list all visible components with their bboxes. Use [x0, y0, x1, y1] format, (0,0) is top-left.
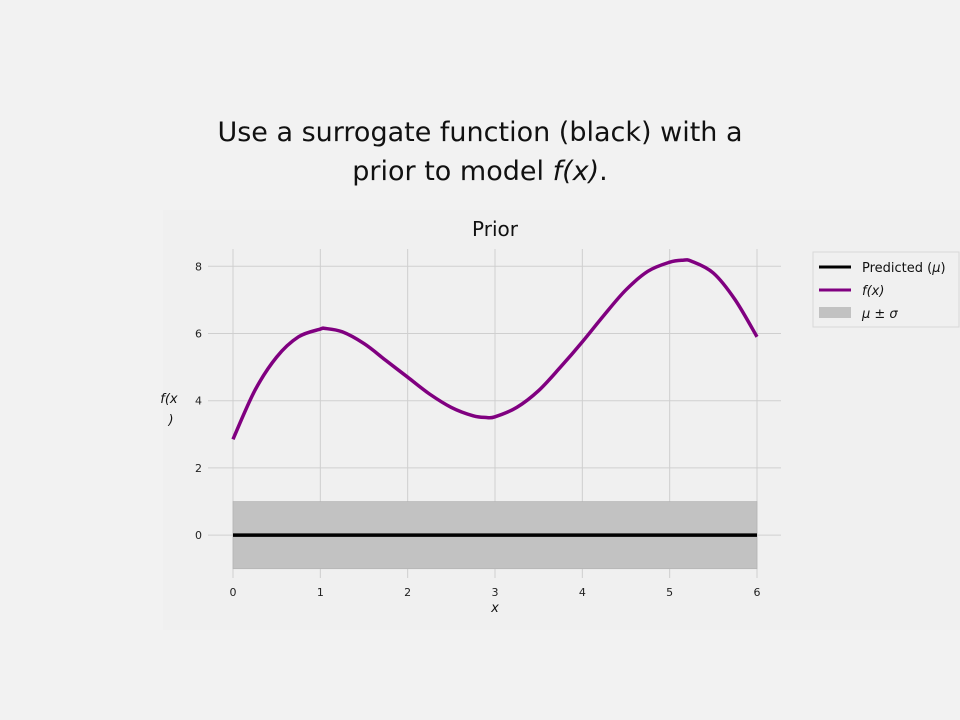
y-tick-label: 8	[195, 260, 202, 273]
slide-title-line-1: Use a surrogate function (black) with a	[217, 117, 743, 148]
x-tick-label: 3	[492, 586, 499, 599]
x-tick-label: 6	[754, 586, 761, 599]
slide-title-line-2: prior to model f(x).	[180, 152, 780, 191]
x-axis-label: x	[490, 601, 499, 616]
y-tick-label: 6	[195, 327, 202, 340]
slide-title-line-2-text: prior to model	[352, 156, 553, 187]
x-tick-label: 0	[230, 586, 237, 599]
y-tick-labels: 0 2 4 6 8	[195, 260, 202, 542]
y-axis-label-part-2: )	[167, 413, 173, 428]
slide-title-end: .	[599, 156, 608, 187]
y-tick-label: 4	[195, 395, 202, 408]
x-tick-label: 4	[579, 586, 586, 599]
y-axis-label-part-1: f(x	[160, 392, 178, 407]
fx-curve	[231, 258, 759, 441]
slide-title: Use a surrogate function (black) with a …	[180, 113, 780, 191]
x-tick-label: 1	[317, 586, 324, 599]
chart-title: Prior	[472, 217, 519, 241]
legend-label-fx: f(x)	[862, 284, 884, 299]
y-axis-label: f(x )	[160, 392, 181, 428]
legend: Predicted (μ) f(x) μ ± σ	[812, 251, 960, 328]
slide-title-fx: f(x)	[552, 156, 600, 187]
legend-swatch-band	[819, 307, 851, 318]
legend-predicted-mu: μ	[931, 261, 940, 276]
legend-label-band: μ ± σ	[861, 307, 898, 322]
legend-predicted-prefix: Predicted (	[862, 261, 932, 276]
y-tick-label: 2	[195, 462, 202, 475]
legend-predicted-suffix: )	[941, 261, 946, 276]
x-tick-label: 2	[404, 586, 411, 599]
legend-label-predicted: Predicted (μ)	[862, 261, 946, 276]
x-tick-label: 5	[666, 586, 673, 599]
x-tick-labels: 0 1 2 3 4 5 6	[230, 586, 761, 599]
series-layer	[231, 258, 759, 537]
y-tick-label: 0	[195, 529, 202, 542]
